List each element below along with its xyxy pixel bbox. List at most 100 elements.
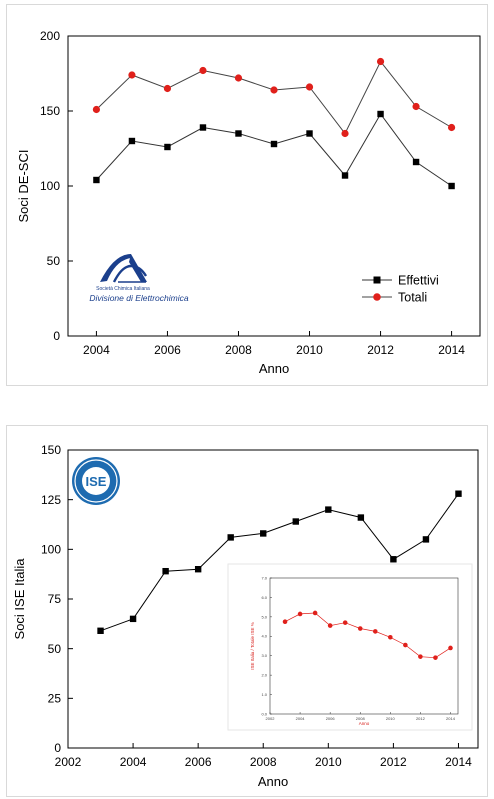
- inset-chart-y-tick-label: 4.0: [261, 634, 267, 639]
- bottom-chart-point-marker: [325, 506, 332, 513]
- bottom-chart-point-marker: [227, 534, 234, 541]
- top-legend-marker: [373, 293, 381, 301]
- top-chart-plot-frame: [67, 35, 481, 337]
- top-chart-y-tick-label: 0: [53, 329, 60, 343]
- top-chart-point-marker: [377, 110, 384, 118]
- top-chart-point-marker: [305, 83, 314, 91]
- inset-chart-point-marker: [297, 611, 303, 617]
- inset-chart-y-tick-label: 3.0: [261, 653, 267, 658]
- top-chart-x-tick-label: 2014: [438, 343, 465, 357]
- inset-chart-point-marker: [418, 654, 423, 659]
- bottom-figure-frame: [6, 425, 488, 797]
- sci-logo-text: Società Chimica Italiana: [96, 286, 150, 292]
- top-chart-y-tick-label: 150: [40, 104, 60, 118]
- bottom-chart-point-marker: [97, 627, 104, 634]
- bottom-chart-y-tick-label: 100: [41, 543, 61, 557]
- inset-chart-point-marker: [357, 626, 363, 631]
- top-chart-point-marker: [306, 130, 313, 137]
- top-legend-label: Effettivi: [398, 274, 439, 288]
- sci-logo-mark: [100, 254, 131, 282]
- inset-chart-point-marker: [433, 655, 438, 660]
- top-chart-point-marker: [163, 84, 172, 93]
- bottom-chart-point-marker: [455, 490, 462, 497]
- top-chart-y-tick-label: 200: [40, 29, 60, 43]
- bottom-chart-point-marker: [292, 518, 299, 525]
- top-chart-point-marker: [447, 123, 456, 132]
- top-chart-x-tick-label: 2012: [367, 343, 394, 357]
- top-chart-x-tick-label: 2008: [225, 343, 252, 357]
- top-legend-label: Totali: [398, 291, 427, 305]
- inset-chart-x-tick-label: 2010: [386, 716, 396, 721]
- inset-chart-plot-frame: [269, 577, 459, 715]
- bottom-chart-y-tick-label: 75: [48, 592, 62, 606]
- inset-chart-point-marker: [312, 610, 318, 616]
- top-chart-point-marker: [270, 140, 278, 148]
- bottom-chart-x-tick-label: 2002: [55, 755, 82, 769]
- inset-chart-x-tick-label: 2006: [326, 716, 336, 721]
- inset-chart-point-marker: [372, 629, 378, 634]
- inset-chart-x-tick-label: 2002: [266, 716, 276, 721]
- top-chart-point-marker: [92, 105, 101, 114]
- bottom-chart-x-tick-label: 2014: [445, 755, 472, 769]
- bottom-chart-x-tick-label: 2012: [380, 755, 407, 769]
- bottom-chart-point-marker: [260, 530, 267, 537]
- inset-chart-point-marker: [282, 619, 288, 625]
- ise-logo-ring: [74, 459, 118, 503]
- top-chart-point-marker: [448, 182, 455, 190]
- bottom-chart-x-tick-label: 2010: [315, 755, 342, 769]
- inset-chart-series-line-0: [284, 612, 451, 659]
- inset-chart-point-marker: [388, 634, 393, 640]
- top-chart-y-axis-title: Soci DE-SCI: [16, 150, 31, 223]
- top-chart-point-marker: [128, 71, 136, 79]
- bottom-chart-y-tick-label: 50: [48, 642, 62, 656]
- bottom-chart-point-marker: [422, 536, 430, 543]
- top-chart-point-marker: [341, 172, 349, 179]
- inset-chart-x-axis-title: Anno: [359, 721, 370, 726]
- bottom-chart-x-tick-label: 2008: [250, 755, 277, 769]
- inset-chart-y-tick-label: 1.0: [261, 692, 267, 697]
- bottom-chart-x-axis-title: Anno: [258, 774, 288, 789]
- top-chart-x-tick-label: 2006: [154, 343, 181, 357]
- bottom-chart-y-axis-title: Soci ISE Italia: [12, 558, 27, 640]
- inset-chart-point-marker: [448, 645, 453, 651]
- top-chart-point-marker: [341, 129, 349, 138]
- bottom-chart-point-marker: [390, 556, 397, 563]
- ise-logo-center: [82, 467, 110, 495]
- sci-logo-mark: [112, 264, 148, 283]
- inset-chart-x-tick-label: 2004: [296, 716, 306, 721]
- inset-chart-point-marker: [342, 620, 348, 625]
- inset-chart-point-marker: [403, 642, 408, 648]
- inset-chart-x-tick-label: 2008: [356, 716, 366, 721]
- bottom-chart-y-tick-label: 0: [54, 741, 61, 755]
- top-figure-frame: [6, 4, 488, 386]
- top-chart-point-marker: [412, 158, 420, 166]
- inset-chart-x-tick-label: 2012: [416, 716, 426, 721]
- bottom-chart-x-tick-label: 2004: [120, 755, 147, 769]
- top-chart-point-marker: [93, 176, 100, 184]
- top-chart-point-marker: [199, 124, 207, 131]
- inset-chart-y-axis-title: ISE Italia / Totale ISE %: [250, 622, 255, 669]
- inset-chart-y-tick-label: 7.0: [261, 575, 267, 580]
- inset-chart-y-tick-label: 0.0: [261, 711, 267, 716]
- top-chart-point-marker: [234, 74, 243, 82]
- top-chart-x-tick-label: 2004: [83, 343, 110, 357]
- inset-chart-point-marker: [327, 623, 333, 628]
- inset-chart-y-tick-label: 2.0: [261, 673, 267, 678]
- bottom-chart-point-marker: [194, 566, 202, 573]
- bottom-chart-point-marker: [162, 567, 169, 575]
- bottom-chart-y-tick-label: 150: [41, 443, 61, 457]
- top-chart-point-marker: [128, 137, 136, 145]
- top-chart-point-marker: [235, 130, 242, 137]
- top-chart-y-tick-label: 100: [40, 179, 60, 193]
- bottom-chart-y-tick-label: 25: [48, 692, 62, 706]
- ise-logo-text: ISE: [86, 474, 107, 489]
- bottom-chart-point-marker: [357, 514, 365, 521]
- inset-chart-x-tick-label: 2014: [446, 716, 456, 721]
- top-chart-point-marker: [270, 86, 278, 94]
- top-chart-point-marker: [412, 102, 420, 111]
- top-legend-marker: [373, 276, 381, 284]
- top-chart-y-tick-label: 50: [47, 254, 61, 268]
- top-chart-point-marker: [164, 143, 171, 151]
